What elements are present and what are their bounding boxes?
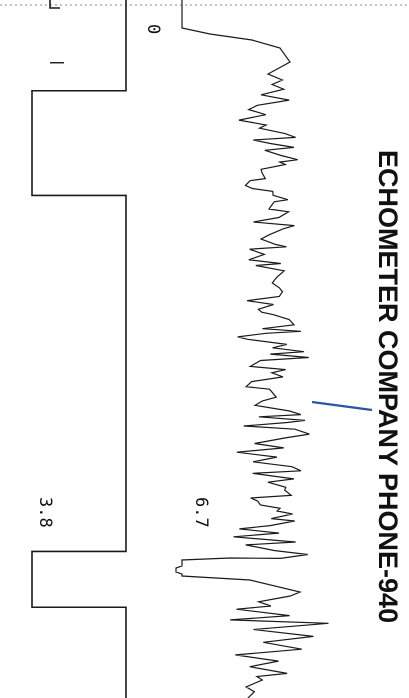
acoustic-trace bbox=[175, 0, 329, 698]
marker-line bbox=[311, 400, 373, 412]
right-trace-value: 6.7 bbox=[191, 497, 211, 528]
square-wave-hook bbox=[49, 0, 60, 9]
zero-label: 0 bbox=[143, 24, 163, 34]
left-trace-value: 3.8 bbox=[35, 497, 55, 528]
header-text: ECHOMETER COMPANY PHONE-940 bbox=[373, 150, 403, 623]
square-wave-trace bbox=[31, 0, 127, 698]
